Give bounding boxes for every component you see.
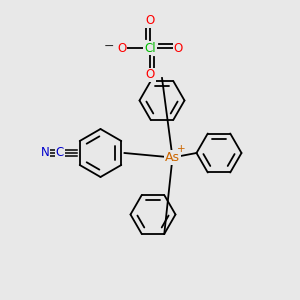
Text: C: C	[56, 146, 64, 160]
Text: O: O	[146, 14, 154, 28]
Text: −: −	[104, 40, 114, 53]
Text: O: O	[117, 41, 126, 55]
Text: Cl: Cl	[144, 41, 156, 55]
Text: +: +	[177, 144, 185, 154]
Text: N: N	[40, 146, 50, 160]
Text: O: O	[146, 68, 154, 82]
Text: As: As	[165, 151, 180, 164]
Text: O: O	[174, 41, 183, 55]
